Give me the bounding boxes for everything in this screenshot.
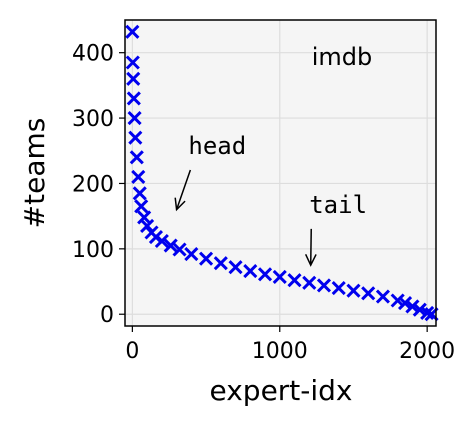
data-point — [125, 55, 140, 70]
data-point — [126, 91, 141, 106]
data-point — [287, 273, 302, 288]
data-point — [154, 233, 169, 249]
data-point — [172, 242, 187, 257]
annotation-arrowhead — [174, 197, 186, 212]
annotation-arrow — [309, 228, 312, 266]
data-point — [131, 169, 146, 184]
data-point — [213, 256, 228, 271]
y-tick-label: 100 — [72, 238, 114, 263]
plot-frame — [124, 19, 437, 327]
annotations: head tail — [174, 132, 367, 267]
data-point — [132, 186, 147, 201]
data-point — [184, 247, 199, 262]
data-point — [228, 260, 243, 275]
data-point — [126, 71, 141, 86]
data-point — [243, 264, 258, 279]
annotation-label: tail — [309, 191, 367, 219]
data-point — [302, 275, 317, 290]
y-tick-label: 0 — [100, 303, 114, 328]
data-point — [257, 267, 273, 282]
data-point — [405, 299, 420, 314]
x-tick-label: 0 — [125, 339, 139, 364]
y-tick-label: 400 — [72, 42, 114, 67]
y-tick-label: 200 — [72, 172, 114, 197]
data-points — [125, 24, 439, 322]
axis-ticks: 0 1000 2000 0 100 200 300 400 — [72, 42, 455, 364]
data-point — [129, 150, 144, 165]
data-point — [346, 283, 361, 298]
plot-area — [125, 20, 436, 326]
data-point — [397, 296, 413, 311]
chart-title: imdb — [312, 43, 373, 71]
data-point — [316, 278, 332, 293]
data-point — [127, 111, 142, 126]
data-point — [163, 238, 178, 253]
annotation-label: head — [188, 132, 246, 160]
data-point — [331, 281, 346, 296]
y-tick-label: 300 — [72, 107, 114, 132]
data-point — [361, 286, 376, 301]
data-point — [272, 269, 287, 285]
x-tick-label: 2000 — [399, 339, 455, 364]
x-tick-label: 1000 — [252, 339, 308, 364]
data-point — [134, 199, 149, 214]
data-point — [128, 130, 143, 145]
annotation-arrow — [175, 169, 192, 210]
data-point — [125, 24, 140, 39]
y-axis-label: #teams — [18, 118, 51, 229]
data-point — [412, 302, 427, 317]
annotation-arrowhead — [304, 253, 317, 267]
data-point — [137, 210, 152, 225]
data-point — [375, 289, 390, 304]
data-point — [199, 251, 214, 266]
data-point — [420, 305, 435, 320]
x-axis-label: expert-idx — [209, 374, 352, 407]
